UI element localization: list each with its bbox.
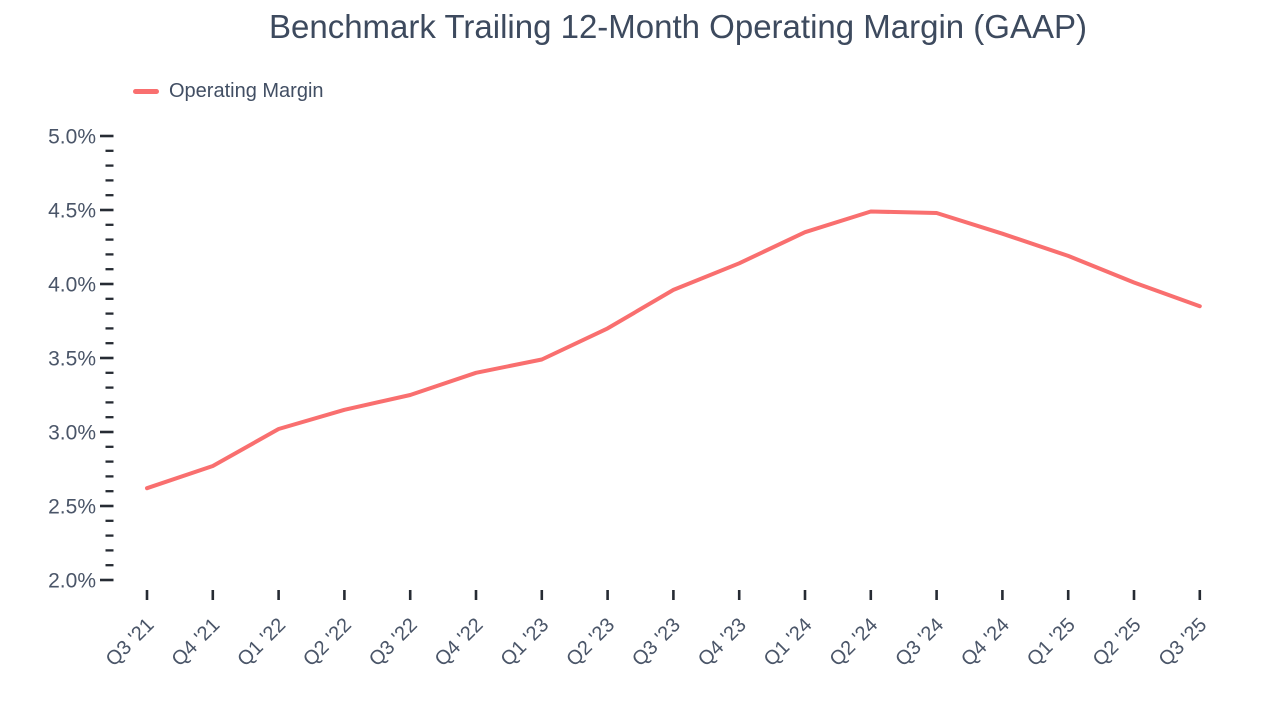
x-axis-tick-label: Q3 '25	[1155, 614, 1212, 671]
y-axis-tick-label: 3.5%	[48, 348, 96, 371]
x-axis-tick-label: Q1 '24	[760, 614, 817, 671]
x-axis-tick-label: Q1 '23	[497, 614, 554, 671]
x-axis-tick-label: Q3 '22	[365, 614, 422, 671]
x-axis-tick-label: Q3 '21	[102, 614, 159, 671]
x-axis-tick-label: Q4 '21	[168, 614, 225, 671]
legend: Operating Margin	[133, 79, 324, 103]
x-axis-tick-label: Q4 '24	[957, 614, 1014, 671]
y-axis-tick-label: 4.0%	[48, 274, 96, 297]
y-axis-tick-label: 2.0%	[48, 570, 96, 593]
x-axis-tick-label: Q2 '23	[562, 614, 619, 671]
y-axis-tick-label: 2.5%	[48, 496, 96, 519]
legend-swatch-icon	[133, 88, 159, 94]
x-axis-tick-label: Q2 '22	[299, 614, 356, 671]
x-axis-tick-label: Q2 '25	[1089, 614, 1146, 671]
x-axis-tick-label: Q1 '22	[233, 614, 290, 671]
series-line-operating-margin	[145, 209, 1202, 491]
x-axis-tick-label: Q1 '25	[1023, 614, 1080, 671]
x-axis-tick-label: Q4 '22	[431, 614, 488, 671]
x-axis-tick-label: Q3 '24	[891, 614, 948, 671]
chart-title: Benchmark Trailing 12-Month Operating Ma…	[268, 8, 1087, 45]
legend-label: Operating Margin	[169, 80, 324, 102]
y-axis-tick-label: 3.0%	[48, 422, 96, 445]
y-axis-tick-label: 4.5%	[48, 200, 96, 223]
y-axis-tick-label: 5.0%	[48, 126, 96, 149]
x-axis-tick-label: Q4 '23	[694, 614, 751, 671]
x-axis-tick-label: Q2 '24	[826, 614, 883, 671]
x-axis-tick-label: Q3 '23	[628, 614, 685, 671]
